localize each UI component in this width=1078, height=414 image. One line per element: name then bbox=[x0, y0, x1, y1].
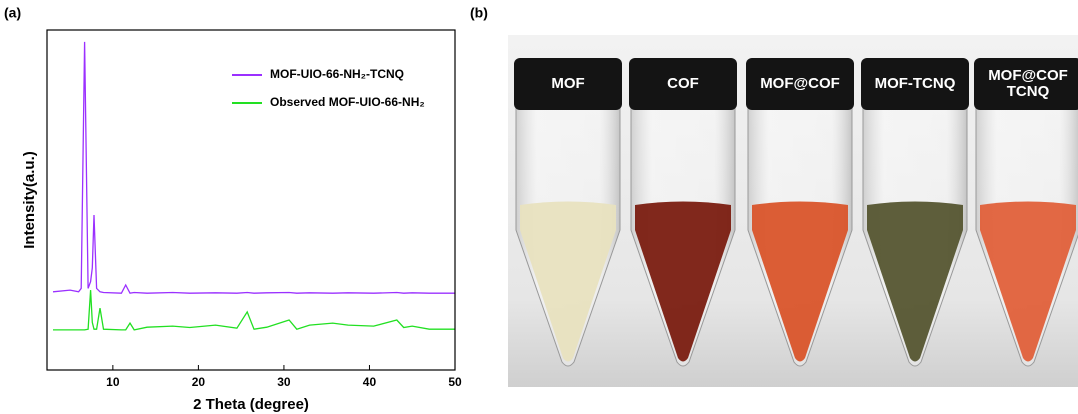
vial-liquid bbox=[520, 201, 616, 362]
vial-label: MOF@COF bbox=[988, 67, 1068, 84]
vial-cap bbox=[861, 58, 969, 110]
vial-label: MOF@COF bbox=[760, 75, 840, 92]
x-tick-label: 40 bbox=[363, 375, 377, 389]
x-axis-label: 2 Theta (degree) bbox=[193, 396, 309, 413]
x-tick-label: 50 bbox=[448, 375, 462, 389]
vial-cap bbox=[746, 58, 854, 110]
vial-cap bbox=[629, 58, 737, 110]
vial-liquid bbox=[980, 201, 1076, 362]
y-axis-label: Intensity(a.u.) bbox=[21, 151, 38, 249]
data-line bbox=[52, 41, 455, 294]
vial-label: TCNQ bbox=[1007, 83, 1050, 100]
legend-label: MOF-UIO-66-NH₂-TCNQ bbox=[270, 67, 404, 81]
vial-cap bbox=[514, 58, 622, 110]
vial-label: MOF bbox=[551, 75, 584, 92]
vial-cap bbox=[974, 58, 1078, 110]
chart: 10 20 30 40 50 2 Theta (degree) Intensity(a.u.… bbox=[21, 29, 462, 413]
vial-label: COF bbox=[667, 75, 699, 92]
x-tick-label: 20 bbox=[192, 375, 206, 389]
vial-liquid bbox=[635, 201, 731, 362]
panel-label: (a) bbox=[4, 5, 21, 21]
vial-liquid bbox=[867, 201, 963, 362]
vial-liquid bbox=[752, 201, 848, 362]
panel-label: (b) bbox=[470, 5, 488, 21]
x-tick-label: 10 bbox=[106, 375, 120, 389]
legend-label: Observed MOF-UIO-66-NH₂ bbox=[270, 95, 425, 109]
vial-label: MOF-TCNQ bbox=[875, 75, 956, 92]
data-line bbox=[53, 290, 455, 331]
plot-frame bbox=[46, 29, 456, 371]
x-tick-label: 30 bbox=[277, 375, 291, 389]
